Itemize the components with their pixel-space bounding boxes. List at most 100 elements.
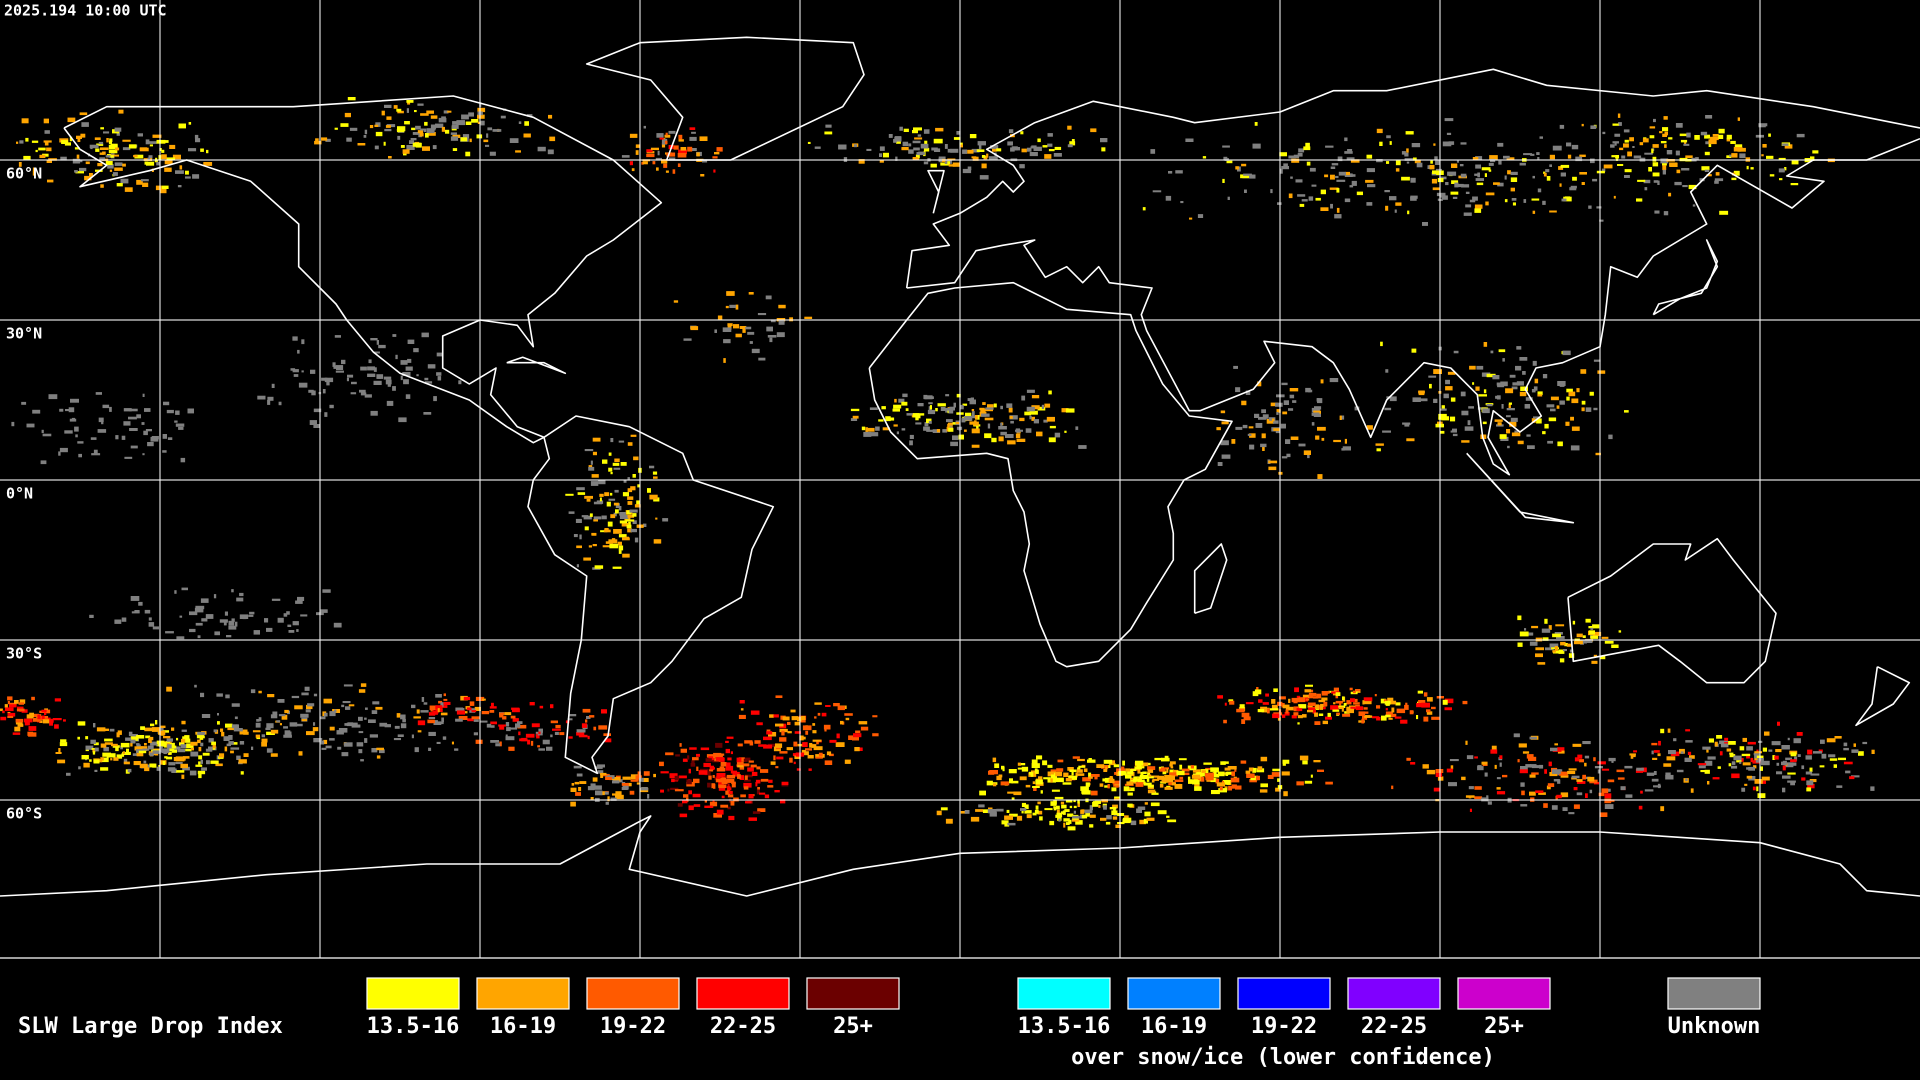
cloud-pixel <box>1363 697 1373 702</box>
cloud-pixel <box>1217 462 1223 466</box>
cloud-pixel <box>12 732 21 735</box>
cloud-pixel <box>1511 386 1518 390</box>
cloud-pixel <box>106 138 109 143</box>
cloud-pixel <box>1285 439 1291 444</box>
cloud-pixel <box>98 417 104 423</box>
cloud-pixel <box>747 767 754 772</box>
cloud-pixel <box>962 168 972 174</box>
cloud-pixel <box>833 703 840 707</box>
cloud-pixel <box>725 740 729 743</box>
cloud-pixel <box>406 108 409 113</box>
cloud-pixel <box>1302 694 1311 699</box>
cloud-pixel <box>230 742 238 745</box>
cloud-pixel <box>139 763 148 769</box>
cloud-pixel <box>1335 694 1339 699</box>
cloud-pixel <box>1456 160 1459 163</box>
cloud-pixel <box>1623 129 1630 133</box>
cloud-pixel <box>1588 205 1592 209</box>
cloud-pixel <box>1316 398 1320 402</box>
cloud-pixel <box>779 737 787 742</box>
cloud-pixel <box>1315 435 1320 440</box>
cloud-pixel <box>1241 712 1250 718</box>
cloud-pixel <box>913 127 922 131</box>
cloud-pixel <box>1042 760 1048 766</box>
cloud-pixel <box>869 407 878 410</box>
cloud-pixel <box>1352 174 1356 177</box>
cloud-pixel <box>612 780 620 784</box>
cloud-pixel <box>1111 810 1118 815</box>
cloud-pixel <box>128 731 133 737</box>
cloud-pixel <box>682 800 688 804</box>
cloud-pixel <box>1037 406 1046 411</box>
cloud-pixel <box>1240 760 1247 764</box>
cloud-pixel <box>713 813 722 818</box>
cloud-pixel <box>1241 163 1247 167</box>
cloud-pixel <box>512 708 520 713</box>
cloud-pixel <box>231 703 240 707</box>
cloud-pixel <box>296 629 299 632</box>
cloud-pixel <box>130 596 140 601</box>
cloud-pixel <box>443 110 449 114</box>
cloud-pixel <box>653 773 656 778</box>
cloud-pixel <box>517 721 523 724</box>
cloud-pixel <box>603 733 611 736</box>
cloud-pixel <box>1582 776 1591 779</box>
cloud-pixel <box>598 725 608 730</box>
cloud-pixel <box>1380 341 1383 347</box>
cloud-pixel <box>1363 701 1372 705</box>
cloud-pixel <box>1449 759 1459 762</box>
cloud-pixel <box>340 123 349 127</box>
cloud-pixel <box>129 428 138 431</box>
cloud-pixel <box>1559 124 1565 129</box>
cloud-pixel <box>1537 394 1543 397</box>
cloud-pixel <box>1018 763 1026 766</box>
cloud-pixel <box>625 519 635 522</box>
cloud-pixel <box>155 720 158 725</box>
cloud-pixel <box>505 722 510 727</box>
cloud-pixel <box>1048 149 1055 152</box>
cloud-pixel <box>1331 691 1340 694</box>
cloud-pixel <box>650 147 659 151</box>
cloud-pixel <box>1319 705 1323 710</box>
cloud-pixel <box>1276 409 1281 413</box>
cloud-pixel <box>1308 196 1314 201</box>
cloud-pixel <box>1512 202 1516 206</box>
cloud-pixel <box>160 725 166 728</box>
cloud-pixel <box>1220 410 1226 414</box>
cloud-pixel <box>1395 202 1402 206</box>
cloud-pixel <box>1529 641 1538 646</box>
cloud-pixel <box>1388 717 1393 720</box>
cloud-pixel <box>1481 167 1491 171</box>
cloud-pixel <box>110 154 119 157</box>
cloud-pixel <box>18 162 22 167</box>
cloud-pixel <box>1490 749 1498 754</box>
cloud-pixel <box>108 144 118 149</box>
cloud-pixel <box>1282 714 1286 718</box>
cloud-pixel <box>971 415 976 419</box>
cloud-pixel <box>1085 782 1090 787</box>
cloud-pixel <box>1026 406 1035 412</box>
cloud-pixel <box>770 761 776 765</box>
cloud-pixel <box>152 626 159 630</box>
cloud-pixel <box>144 727 153 732</box>
cloud-pixel <box>228 735 233 740</box>
cloud-pixel <box>425 133 429 138</box>
cloud-pixel <box>1638 805 1643 810</box>
cloud-pixel <box>311 390 316 396</box>
cloud-pixel <box>801 749 806 755</box>
cloud-pixel <box>940 807 948 811</box>
cloud-pixel <box>642 778 649 782</box>
cloud-pixel <box>1013 791 1022 796</box>
cloud-pixel <box>458 716 468 720</box>
cloud-pixel <box>1704 769 1710 774</box>
cloud-pixel <box>195 764 203 767</box>
cloud-pixel <box>1589 789 1593 794</box>
cloud-pixel <box>1333 439 1341 443</box>
cloud-pixel <box>200 742 204 747</box>
cloud-pixel <box>895 156 898 161</box>
cloud-pixel <box>1554 743 1558 746</box>
cloud-pixel <box>1267 774 1274 779</box>
cloud-pixel <box>996 775 1002 781</box>
cloud-pixel <box>813 746 823 751</box>
cloud-pixel <box>1032 781 1036 784</box>
